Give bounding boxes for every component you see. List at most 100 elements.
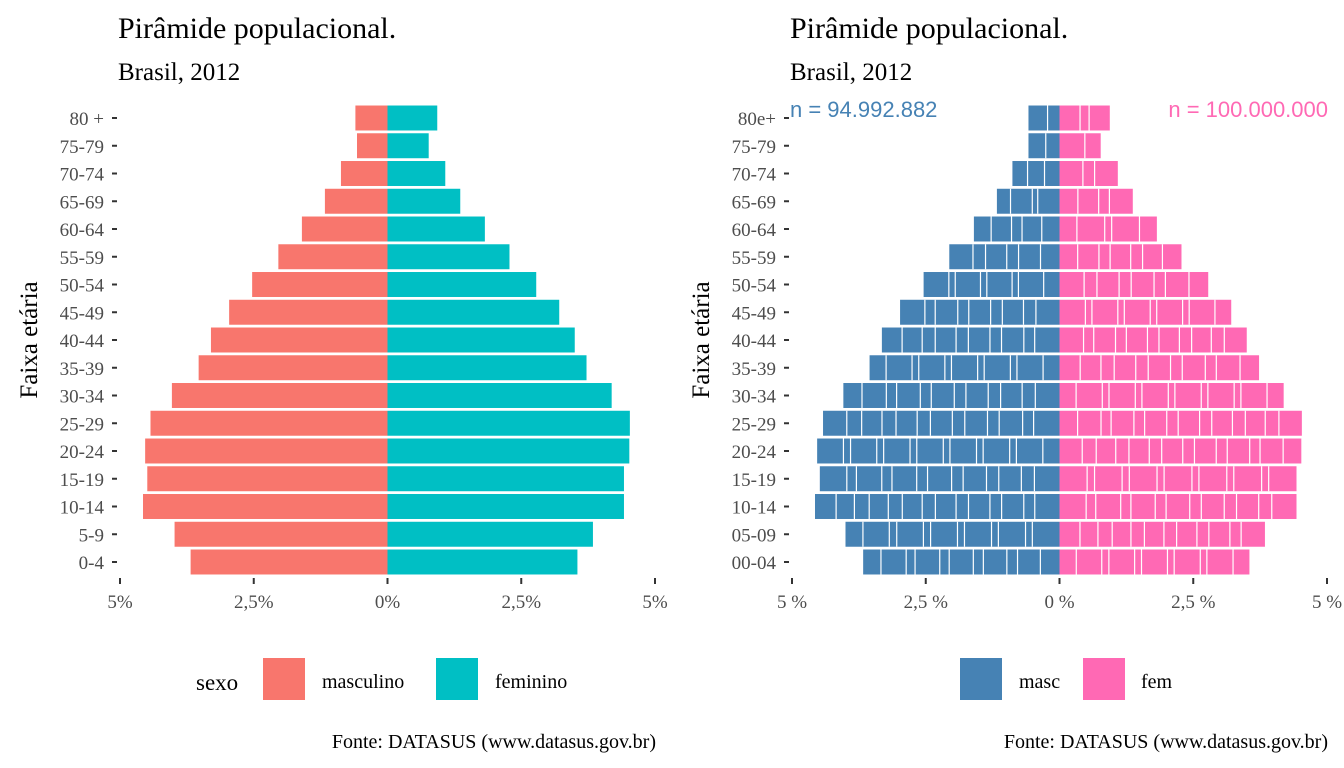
x-tick-label: 2,5 % <box>904 592 949 613</box>
chart-caption: Fonte: DATASUS (www.datasus.gov.br) <box>1004 731 1328 753</box>
y-tick-label: 30-34 <box>60 387 105 408</box>
chart-caption: Fonte: DATASUS (www.datasus.gov.br) <box>332 731 656 753</box>
bar-feminino-0-4 <box>387 549 578 575</box>
bar-feminino-15-19 <box>387 466 624 492</box>
bar-fem-15-19 <box>1059 466 1297 492</box>
y-tick-label: 55-59 <box>732 248 776 269</box>
y-ticks: 0-4 5-9 10-14 15-19 20-24 25-29 30-34 35-39 40-4… <box>60 109 117 574</box>
pyramid-panel-right: Pirâmide populacional. Brasil, 2012 Faix… <box>688 12 1342 753</box>
bar-masculino-15-19 <box>147 466 388 492</box>
y-tick-label: 75-79 <box>732 137 776 158</box>
bar-masculino-75-79 <box>357 133 388 159</box>
bar-feminino-65-69 <box>387 188 461 214</box>
x-tick-label: 2,5% <box>234 592 274 613</box>
bar-masc-15-19 <box>819 466 1060 492</box>
bar-masculino-5-9 <box>174 521 388 547</box>
bar-masculino-40-44 <box>210 327 388 353</box>
bar-masc-45-49 <box>900 299 1060 325</box>
y-axis-label: Faixa etária <box>16 281 43 398</box>
bar-masc-35-39 <box>869 355 1060 381</box>
y-axis-label: Faixa etária <box>688 281 715 398</box>
y-tick-label: 35-39 <box>60 359 104 380</box>
bar-fem-00-04 <box>1059 549 1250 575</box>
bar-masc-60-64 <box>973 216 1060 242</box>
legend-swatch-fem <box>1083 658 1125 700</box>
y-tick-label: 60-64 <box>60 220 105 241</box>
n-annotation-masc: n = 94.992.882 <box>790 97 937 122</box>
bar-feminino-25-29 <box>387 410 630 436</box>
legend-swatch-masculino <box>263 658 305 700</box>
y-tick-label: 5-9 <box>79 525 104 546</box>
y-tick-label: 15-19 <box>732 470 776 491</box>
bar-masculino-10-14 <box>143 494 388 519</box>
y-tick-label: 25-29 <box>732 414 776 435</box>
bar-feminino-35-39 <box>387 355 587 381</box>
bar-feminino-10-14 <box>387 494 624 519</box>
y-tick-label: 25-29 <box>60 414 104 435</box>
y-tick-label: 50-54 <box>732 276 777 297</box>
bar-masculino-50-54 <box>252 272 388 297</box>
y-tick-label: 45-49 <box>60 303 104 324</box>
x-tick-label: 5% <box>642 592 668 613</box>
legend: sexo masculino feminino <box>196 658 567 700</box>
n-annotation-fem: n = 100.000.000 <box>1168 97 1328 122</box>
y-tick-label: 45-49 <box>732 303 776 324</box>
bar-masc-10-14 <box>815 494 1060 519</box>
bar-fem-35-39 <box>1059 355 1260 381</box>
y-tick-label: 15-19 <box>60 470 104 491</box>
bars-group <box>815 105 1302 575</box>
bar-masc-75-79 <box>1028 133 1060 159</box>
bar-masc-40-44 <box>881 327 1060 353</box>
x-tick-label: 2,5 % <box>1171 592 1216 613</box>
bar-fem-50-54 <box>1059 272 1209 297</box>
y-tick-label: 60-64 <box>732 220 777 241</box>
x-tick-label: 5 % <box>777 592 807 613</box>
bar-feminino-45-49 <box>387 299 560 325</box>
chart-subtitle: Brasil, 2012 <box>790 59 912 86</box>
y-tick-label: 80 + <box>70 109 104 130</box>
bar-masculino-45-49 <box>229 299 388 325</box>
bar-fem-65-69 <box>1059 188 1133 214</box>
y-tick-label: 30-34 <box>732 387 777 408</box>
x-tick-label: 0 % <box>1044 592 1074 613</box>
bar-feminino-20-24 <box>387 438 630 464</box>
bar-masculino-55-59 <box>278 244 388 270</box>
y-tick-label: 20-24 <box>732 442 777 463</box>
bar-masculino-70-74 <box>340 161 388 186</box>
bar-fem-05-09 <box>1059 521 1265 547</box>
legend-swatch-feminino <box>436 658 478 700</box>
chart-title: Pirâmide populacional. <box>790 12 1068 45</box>
y-tick-label: 05-09 <box>732 525 776 546</box>
y-tick-label: 35-39 <box>732 359 776 380</box>
x-tick-label: 5 % <box>1312 592 1342 613</box>
y-tick-label: 70-74 <box>60 165 105 186</box>
bar-feminino-5-9 <box>387 521 593 547</box>
y-tick-label: 10-14 <box>60 498 105 519</box>
legend-label-feminino: feminino <box>495 671 567 693</box>
bar-feminino-30-34 <box>387 383 612 408</box>
bar-feminino-75-79 <box>387 133 429 159</box>
legend-label-masc: masc <box>1019 671 1060 693</box>
bar-fem-60-64 <box>1059 216 1157 242</box>
y-tick-label: 00-04 <box>732 553 777 574</box>
bar-fem-55-59 <box>1059 244 1182 270</box>
y-tick-label: 10-14 <box>732 498 777 519</box>
bar-masculino-0-4 <box>190 549 388 575</box>
bar-masc-05-09 <box>845 521 1060 547</box>
legend-swatch-masc <box>960 658 1002 700</box>
legend-label-fem: fem <box>1141 671 1173 693</box>
bar-fem-40-44 <box>1059 327 1247 353</box>
bar-feminino-40-44 <box>387 327 575 353</box>
chart-subtitle: Brasil, 2012 <box>118 59 240 86</box>
y-tick-label: 70-74 <box>732 165 777 186</box>
bar-masculino-30-34 <box>171 383 388 408</box>
bar-masc-70-74 <box>1012 161 1060 186</box>
pyramid-panel-left: Pirâmide populacional. Brasil, 2012 Faix… <box>16 12 668 753</box>
y-tick-label: 40-44 <box>60 331 105 352</box>
bar-masculino-65-69 <box>324 188 388 214</box>
bar-masc-25-29 <box>823 410 1060 436</box>
bar-masculino-20-24 <box>145 438 388 464</box>
bar-feminino-55-59 <box>387 244 510 270</box>
chart-title: Pirâmide populacional. <box>118 12 396 45</box>
bar-masc-80e <box>1028 105 1060 131</box>
